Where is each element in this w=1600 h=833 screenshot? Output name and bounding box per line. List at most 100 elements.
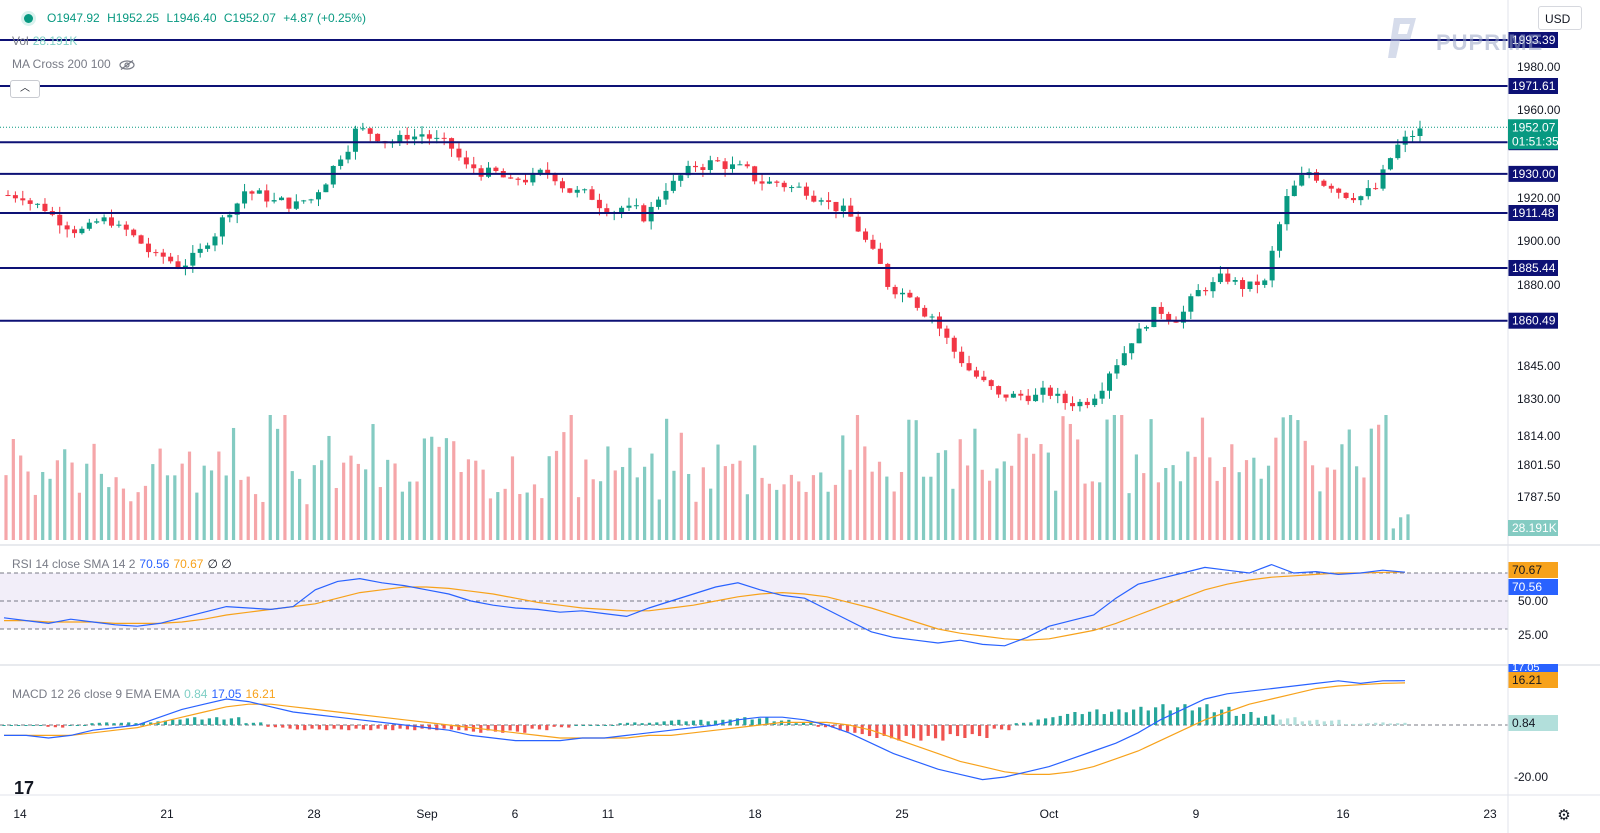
ma-cross-legend[interactable]: MA Cross 200 100 <box>12 56 135 72</box>
level-tag-label: 1911.48 <box>1512 206 1555 220</box>
level-tag <box>1508 204 1558 221</box>
volume-bar <box>1193 456 1197 540</box>
candle-body <box>471 164 477 169</box>
macd-histogram-bar <box>684 721 688 725</box>
volume-bar <box>187 451 192 540</box>
volume-bar <box>1332 469 1337 540</box>
volume-bar <box>158 448 162 540</box>
level-tag <box>1508 259 1558 276</box>
collapse-legend-button[interactable]: ︿ <box>10 80 40 98</box>
macd-histogram-bar <box>237 717 241 725</box>
candle-body <box>700 167 706 170</box>
macd-histogram-bar <box>669 720 674 725</box>
candle-body <box>1321 180 1327 186</box>
candle-body <box>1121 353 1127 366</box>
volume-bar <box>584 459 588 540</box>
currency-selector[interactable]: USD <box>1538 6 1582 30</box>
rsi-legend[interactable]: RSI 14 close SMA 14 2 70.56 70.67 ∅ ∅ <box>12 556 236 572</box>
macd-histogram-bar <box>1146 710 1150 725</box>
settings-gear-icon[interactable]: ⚙ <box>1557 807 1571 824</box>
candle-body <box>1114 365 1120 374</box>
volume-bar <box>151 464 155 540</box>
volume-bar <box>716 444 720 540</box>
macd-histogram-bar <box>999 725 1004 730</box>
macd-histogram-bar <box>127 722 131 725</box>
macd-histogram-bar <box>339 725 344 730</box>
candle-body <box>781 182 787 188</box>
macd-histogram-bar <box>882 725 886 736</box>
candle-body <box>153 252 159 254</box>
candle-body <box>234 203 240 215</box>
candle-body <box>988 380 994 387</box>
volume-bar <box>1303 440 1307 540</box>
macd-histogram-bar <box>985 725 989 738</box>
candle-body <box>530 172 536 183</box>
price-axis[interactable]: 1980.00 1960.00 1920.00 1900.00 1880.00 1845.… <box>1507 0 1561 833</box>
candle-body <box>981 376 987 381</box>
macd-legend[interactable]: MACD 12 26 close 9 EMA EMA 0.84 17.05 16.21 <box>12 686 280 702</box>
level-tag-label: 1885.44 <box>1512 261 1556 275</box>
volume-bar <box>1032 453 1036 540</box>
volume-bar <box>1186 451 1190 540</box>
macd-histogram-bar <box>200 719 204 725</box>
candle-body <box>545 169 551 174</box>
time-axis[interactable]: 14 21 28 Sep 6 11 18 25 Oct 9 16 23 <box>13 807 1497 821</box>
candle-body <box>678 175 684 181</box>
macd-histogram-bar <box>941 725 945 741</box>
volume-bar <box>921 476 926 540</box>
chevron-up-icon: ︿ <box>20 83 30 94</box>
macd-histogram-bar <box>193 717 197 725</box>
candle-body <box>123 224 129 230</box>
level-tag-label: 1993.39 <box>1512 33 1556 47</box>
volume-bar <box>1208 457 1212 540</box>
volume-bar <box>1355 466 1359 540</box>
volume-bar <box>268 415 272 540</box>
macd-histogram-bar <box>523 725 527 733</box>
volume-bar <box>4 475 8 540</box>
candle-body <box>182 265 188 269</box>
volume-bar <box>973 428 977 540</box>
volume-bar <box>738 460 742 540</box>
macd-histogram-bar <box>1293 717 1297 725</box>
macd-histogram-bar <box>39 725 43 726</box>
macd-histogram-bar <box>713 720 718 725</box>
volume-bar <box>422 438 426 540</box>
candle-body <box>1225 273 1231 282</box>
volume-legend[interactable]: Vol 28.191K <box>12 33 81 49</box>
volume-bar <box>364 469 368 540</box>
macd-histogram-bar <box>955 725 960 737</box>
volume-bar <box>657 499 661 540</box>
level-tag <box>1508 78 1558 94</box>
candle-body <box>840 205 846 212</box>
macd-histogram-bar <box>867 725 872 737</box>
macd-histogram-bar <box>552 725 556 727</box>
candle-body <box>404 134 410 140</box>
macd-label: MACD 12 26 close 9 EMA EMA <box>12 687 181 701</box>
candle-body <box>1358 196 1364 201</box>
candle-body <box>922 307 928 317</box>
macd-histogram-bar <box>801 722 806 725</box>
volume-bar <box>77 492 82 540</box>
rsi-tick-label: 25.00 <box>1518 628 1548 642</box>
hidden-eye-icon[interactable] <box>119 60 135 70</box>
volume-bar <box>958 439 962 540</box>
candle-body <box>1158 306 1164 314</box>
volume-bar <box>1399 517 1403 540</box>
macd-histogram-bar <box>1007 725 1011 731</box>
macd-histogram-bar <box>1249 712 1253 725</box>
candle-body <box>552 173 558 182</box>
tradingview-logo[interactable]: 17 <box>14 778 35 798</box>
candle-body <box>279 197 285 201</box>
macd-histogram-bar <box>1183 704 1187 725</box>
macd-tick-label: -20.00 <box>1514 770 1548 784</box>
macd-histogram-bar <box>970 725 974 735</box>
macd-histogram-bar <box>574 725 578 726</box>
candle-body <box>848 205 854 217</box>
candle-body <box>131 229 137 236</box>
macd-histogram-bar <box>222 719 226 725</box>
price-tick-label: 1845.00 <box>1517 359 1561 373</box>
price-tick-label: 1880.00 <box>1517 278 1561 292</box>
macd-histogram-bar <box>251 722 255 725</box>
candle-body <box>959 351 965 364</box>
